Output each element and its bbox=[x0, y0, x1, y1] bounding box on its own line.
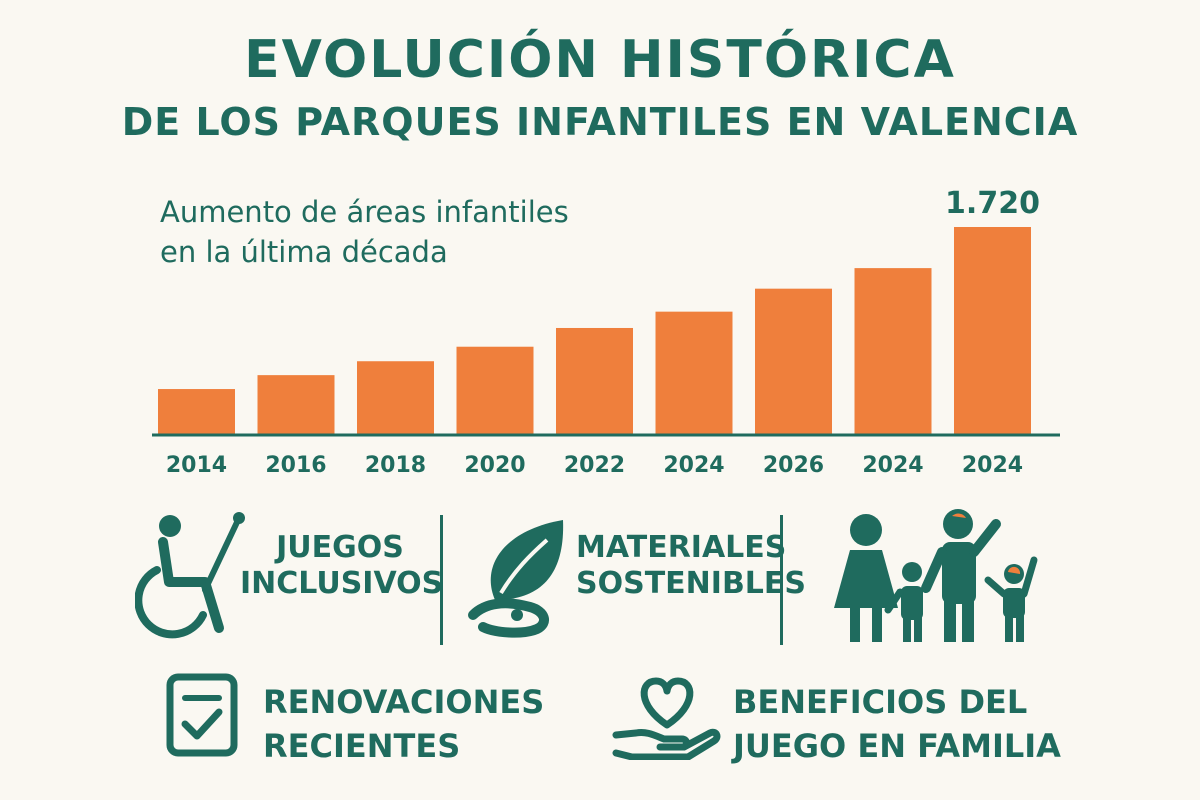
x-tick-label: 2026 bbox=[763, 453, 824, 478]
feature-label-materiales: MATERIALES SOSTENIBLES bbox=[576, 530, 807, 601]
bar-3 bbox=[456, 346, 534, 435]
data-label: 1.720 bbox=[945, 186, 1040, 221]
bar-6 bbox=[755, 288, 832, 435]
x-tick-label: 2024 bbox=[862, 453, 923, 478]
checklist-icon bbox=[166, 673, 238, 757]
page-subtitle: DE LOS PARQUES INFANTILES EN VALENCIA bbox=[121, 100, 1079, 144]
feature-label-juegos: JUEGOS INCLUSIVOS bbox=[240, 530, 444, 601]
x-tick-label: 2016 bbox=[265, 453, 326, 478]
heart-hand-icon bbox=[612, 677, 721, 760]
label-beneficios: BENEFICIOS DEL JUEGO EN FAMILIA bbox=[733, 683, 1061, 765]
bar-5 bbox=[655, 311, 733, 435]
x-tick-label: 2014 bbox=[166, 453, 227, 478]
family-icon bbox=[834, 509, 1038, 642]
leaf-hand-icon bbox=[468, 520, 564, 638]
x-tick-label: 2018 bbox=[365, 453, 426, 478]
bar-8 bbox=[954, 227, 1031, 435]
bar-2 bbox=[357, 361, 434, 435]
bar-1 bbox=[257, 375, 335, 435]
page-title: EVOLUCIÓN HISTÓRICA bbox=[244, 30, 956, 90]
label-renovaciones: RENOVACIONES RECIENTES bbox=[263, 683, 545, 765]
x-tick-label: 2022 bbox=[564, 453, 625, 478]
bar-7 bbox=[854, 268, 932, 435]
chart-title: Aumento de áreas infantiles en la última… bbox=[160, 195, 569, 269]
bar-chart: 2014 2016 2018 2020 2022 2024 2026 2024 2024 1.72… bbox=[152, 186, 1060, 478]
divider bbox=[780, 515, 783, 645]
x-tick-label: 2024 bbox=[663, 453, 724, 478]
bar-0 bbox=[158, 389, 235, 435]
bar-4 bbox=[556, 327, 633, 435]
x-tick-label: 2024 bbox=[962, 453, 1023, 478]
x-tick-label: 2020 bbox=[464, 453, 525, 478]
divider bbox=[440, 515, 443, 645]
wheelchair-icon bbox=[135, 512, 245, 639]
